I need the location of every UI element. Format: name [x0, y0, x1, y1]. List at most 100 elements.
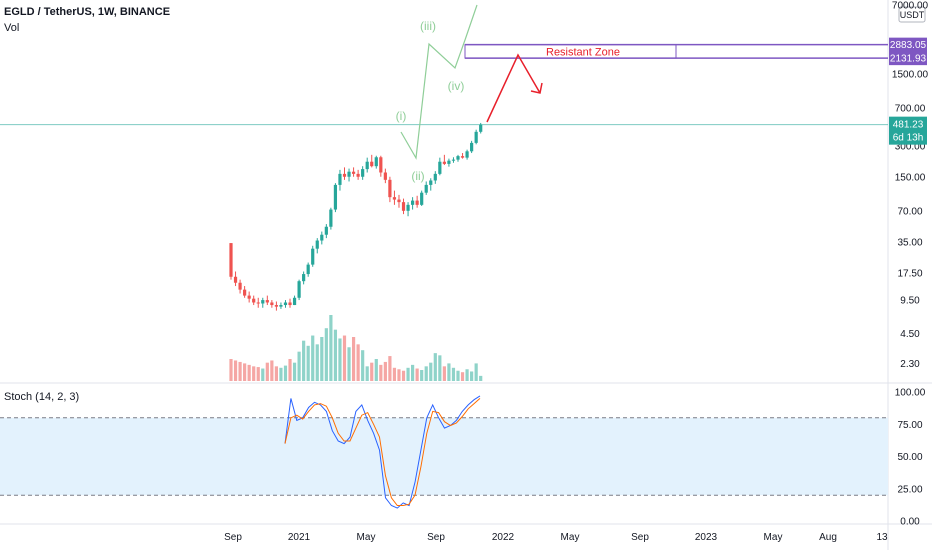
volume-bar: [442, 366, 446, 381]
volume-bar: [283, 365, 288, 381]
countdown-tag-text: 6d 13h: [893, 133, 924, 144]
price-tick-label: 4.50: [900, 329, 920, 340]
candle-body: [306, 264, 310, 275]
candle-body: [274, 305, 278, 307]
candle-body: [447, 160, 451, 164]
candle-body: [229, 243, 233, 277]
stoch-tick-label: 25.00: [897, 484, 922, 495]
volume-bar: [361, 350, 365, 381]
wave-label-iv: (iv): [448, 79, 465, 93]
candle-body: [474, 131, 478, 143]
price-axis[interactable]: 7000.00 1500.00 700.00 300.00 150.00 70.00 35.…: [892, 1, 929, 370]
volume-bar: [370, 362, 374, 381]
volume-bar: [415, 368, 419, 381]
volume-bar: [383, 361, 387, 381]
candle-body: [311, 248, 315, 265]
time-tick-label: May: [357, 532, 376, 543]
candle-body: [342, 173, 347, 177]
candle-body: [411, 200, 415, 205]
candle-body: [465, 151, 469, 158]
time-tick-label: May: [561, 532, 580, 543]
candle-body: [347, 171, 351, 177]
zone-high-tag-text: 2883.05: [890, 40, 927, 51]
zone-high-tag: [889, 37, 927, 52]
candle-body: [420, 192, 424, 205]
volume-bar: [388, 356, 392, 381]
candle-body: [442, 161, 446, 164]
volume-bar: [392, 367, 397, 381]
time-tick-label: Sep: [631, 532, 649, 543]
stoch-band-fill: [0, 417, 888, 496]
volume-bar: [397, 369, 401, 381]
candle-body: [315, 240, 319, 249]
volume-bar: [447, 363, 451, 381]
candle-body: [292, 297, 297, 306]
volume-bar: [315, 344, 319, 381]
candle-body: [370, 161, 374, 167]
candle-body: [406, 204, 410, 211]
price-tick-label: 1500.00: [892, 69, 929, 80]
candle-body: [388, 179, 392, 198]
price-tick-label: 150.00: [895, 172, 926, 183]
stoch-d-line: [284, 398, 481, 506]
volume-bar: [456, 370, 460, 381]
resistance-zone-label: Resistant Zone: [546, 47, 620, 59]
candle-body: [247, 295, 251, 299]
time-tick-label: Sep: [427, 532, 445, 543]
volume-bar: [460, 372, 465, 381]
projection-path[interactable]: [486, 53, 541, 123]
candle-body: [256, 302, 260, 304]
time-tick-label: 13: [876, 532, 888, 543]
volume-bar: [406, 367, 410, 381]
currency-badge[interactable]: [898, 6, 926, 23]
stoch-tick-label: 50.00: [897, 452, 922, 463]
stoch-tick-label: 0.00: [900, 517, 920, 528]
time-tick-label: 2021: [288, 532, 311, 543]
volume-bars: [229, 315, 483, 381]
time-tick-label: 2022: [492, 532, 515, 543]
candle-body: [379, 157, 383, 173]
volume-bar: [347, 347, 351, 381]
volume-bar: [247, 364, 251, 381]
zone-low-tag: [889, 51, 927, 66]
volume-bar: [438, 355, 442, 381]
volume-bar: [365, 366, 369, 381]
volume-bar: [333, 329, 338, 381]
price-tick-label: 17.50: [897, 268, 922, 279]
candle-body: [361, 169, 365, 177]
candle-body: [383, 172, 387, 180]
time-tick-label: Sep: [224, 532, 242, 543]
candle-body: [261, 300, 265, 304]
candle-body: [333, 184, 338, 210]
price-tick-label: 35.00: [897, 237, 922, 248]
candle-body: [424, 184, 428, 193]
candle-body: [479, 124, 483, 132]
volume-bar: [470, 371, 474, 381]
candle-body: [238, 282, 242, 290]
candle-body: [233, 276, 238, 283]
volume-bar: [297, 351, 301, 381]
candle-body: [456, 156, 460, 160]
wave-label-ii: (ii): [411, 169, 424, 183]
volume-bar: [474, 363, 478, 381]
volume-bar: [433, 353, 437, 381]
elliott-wave-path[interactable]: [400, 4, 478, 160]
last-price-tag-text: 481.23: [893, 120, 924, 131]
volume-bar: [356, 344, 360, 381]
price-tick-label: 7000.00: [892, 1, 929, 12]
candle-body: [338, 173, 342, 185]
stoch-k-line: [284, 395, 481, 509]
candle-body: [451, 159, 456, 161]
candle-body: [320, 234, 324, 241]
volume-bar: [238, 361, 242, 381]
stoch-indicator-label: Stoch (14, 2, 3): [4, 391, 80, 403]
last-price-tag: [889, 116, 927, 145]
volume-bar: [306, 345, 310, 381]
time-tick-label: 2023: [695, 532, 718, 543]
volume-bar: [411, 364, 415, 381]
candle-body: [252, 298, 256, 303]
volume-bar: [429, 362, 433, 381]
time-axis[interactable]: Sep 2021 May Sep 2022 May Sep 2023 May Aug 13: [224, 532, 888, 543]
stoch-axis[interactable]: 100.00 75.00 50.00 25.00 0.00: [895, 388, 926, 528]
